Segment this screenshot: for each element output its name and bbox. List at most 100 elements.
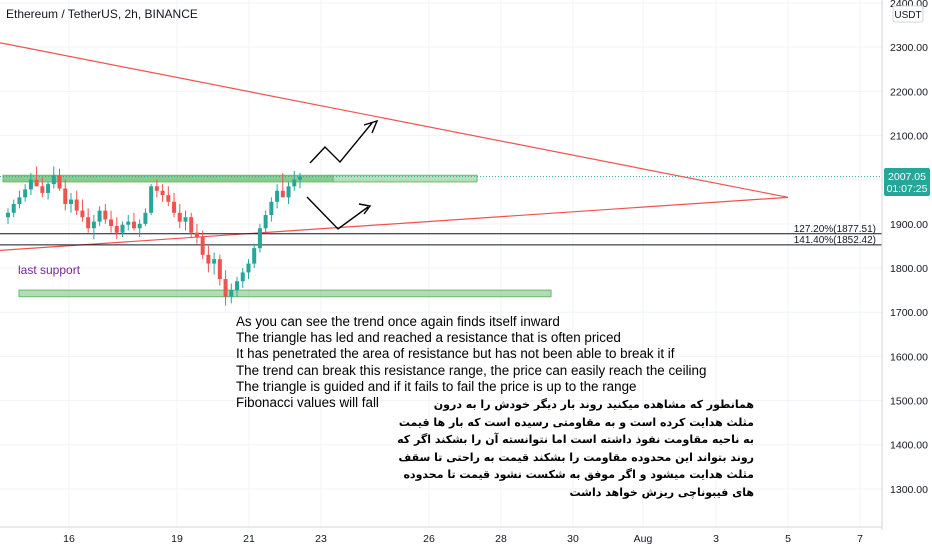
candle-body (298, 176, 302, 180)
candle-body (235, 281, 240, 291)
candle-body (223, 279, 228, 297)
fib-level-label: 141.40%(1852.42) (794, 235, 876, 246)
candle-body (177, 212, 182, 222)
grid-lines (0, 0, 882, 527)
candle-body (114, 226, 119, 233)
resistance-zone-ext (332, 174, 478, 183)
persian-annotation: همانطور که مشاهده میکنید روند بار دیگر خ… (397, 396, 755, 501)
candle-body (252, 248, 257, 264)
english-note-line: It has penetrated the area of resistance… (236, 346, 675, 362)
candle-body (68, 199, 73, 204)
price-tick-label: 1300.00 (890, 484, 928, 496)
persian-note-line: مثلث هدایت کرده است و به مقاومتی رسیده ا… (398, 415, 754, 429)
english-annotation: As you can see the trend once again find… (236, 314, 706, 411)
candle-body (275, 190, 280, 202)
upside-arrow-path (309, 119, 379, 164)
candle-body (86, 217, 91, 229)
last-price-box (884, 168, 930, 196)
candle-body (194, 232, 199, 238)
trendlines-layer (0, 42, 789, 251)
support-label: last support (18, 263, 81, 277)
candle-body (292, 179, 297, 187)
candle-body (149, 186, 154, 213)
price-tick-label: 2200.00 (890, 86, 928, 98)
candle-body (269, 201, 274, 216)
price-scale-ticks: 2400.002300.002200.002100.002000.001900.… (890, 0, 928, 496)
persian-note-line: های فیبوناچی ریزش خواهد داشت (569, 485, 755, 499)
price-scale-bg[interactable] (882, 0, 932, 530)
trendline-lower (0, 196, 789, 251)
candle-body (6, 212, 10, 218)
candle-body (166, 195, 171, 202)
price-tick-label: 1700.00 (890, 307, 928, 319)
english-note-line: The trend can break this resistance rang… (236, 362, 707, 378)
time-tick-label: Aug (634, 533, 653, 545)
price-tick-label: 1400.00 (890, 440, 928, 452)
candle-body (17, 197, 22, 204)
candles-layer (6, 166, 302, 306)
candle-body (11, 203, 16, 213)
last-price-label: 2007.05 (888, 171, 926, 183)
time-tick-label: 3 (713, 533, 719, 545)
price-tick-label: 2400.00 (890, 0, 928, 10)
candle-body (280, 190, 285, 198)
candle-body (183, 217, 188, 222)
candle-body (257, 228, 262, 249)
candle-body (263, 215, 268, 229)
candle-body (200, 237, 205, 255)
candle-body (28, 179, 33, 190)
time-tick-label: 21 (243, 533, 255, 545)
candle-body (103, 210, 108, 220)
chart-title: Ethereum / TetherUS, 2h, BINANCE (6, 7, 198, 21)
candle-body (137, 223, 142, 229)
candle-body (172, 201, 177, 213)
english-note-line: The triangle is guided and if it fails t… (236, 378, 637, 394)
time-tick-label: 19 (171, 533, 183, 545)
candle-body (80, 210, 85, 218)
english-note-line: As you can see the trend once again find… (236, 314, 560, 329)
english-note-line: The triangle has led and reached a resis… (236, 330, 621, 346)
time-scale-ticks: 16 19 21 23 26 28 30 Aug 3 5 7 (63, 533, 863, 545)
candle-body (189, 217, 194, 233)
price-tick-label: 1500.00 (890, 396, 928, 408)
time-tick-label: 26 (423, 533, 435, 545)
time-tick-label: 28 (495, 533, 507, 545)
candle-body (51, 175, 56, 185)
candle-body (109, 219, 114, 227)
candle-body (154, 186, 159, 191)
currency-label: USDT (894, 10, 921, 21)
currency-badge[interactable] (892, 5, 924, 23)
candle-body (286, 186, 291, 198)
persian-note-line: همانطور که مشاهده میکنید روند بار دیگر خ… (433, 398, 754, 411)
price-tick-label: 2300.00 (890, 42, 928, 54)
candle-body (229, 290, 234, 297)
english-note-line: Fibonacci values will fall (236, 395, 379, 411)
persian-note-line: روند بتواند این محدوده مقاومت را بشکند ق… (398, 450, 755, 464)
time-tick-label: 23 (315, 533, 327, 545)
support-zone (18, 289, 552, 298)
projection-arrows (306, 119, 379, 230)
candle-body (91, 221, 96, 229)
time-tick-label: 16 (63, 533, 75, 545)
time-tick-label: 5 (785, 533, 791, 545)
fib-level-label: 127.20%(1877.51) (794, 224, 876, 235)
fib-layer: 127.20%(1877.51)141.40%(1852.42) (0, 224, 882, 246)
candle-body (126, 221, 131, 225)
candle-body (46, 184, 51, 193)
candle-body (63, 188, 68, 204)
candle-body (206, 254, 211, 264)
downside-arrow-path (306, 196, 372, 230)
time-tick-label: 30 (567, 533, 579, 545)
countdown-label: 01:07:25 (887, 183, 928, 195)
candle-body (97, 210, 102, 222)
price-tick-label: 2100.00 (890, 131, 928, 143)
candle-body (246, 263, 251, 273)
price-tick-label: 1900.00 (890, 219, 928, 231)
candle-body (131, 221, 136, 229)
persian-note-line: مثلث هدایت میشود و اگر موفق به شکست نشود… (403, 468, 754, 481)
price-tick-label: 1600.00 (890, 351, 928, 363)
candle-body (23, 189, 28, 198)
persian-note-line: به ناحیه مقاومت نفوذ داشته است اما نتوان… (397, 433, 754, 446)
